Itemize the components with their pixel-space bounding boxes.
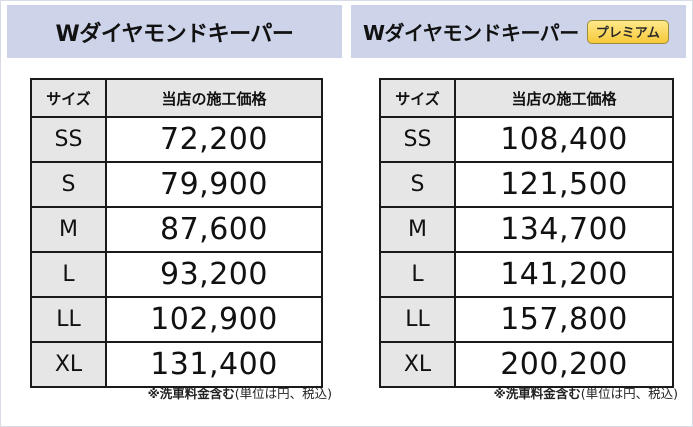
column-header-price: 当店の施工価格 (105, 78, 323, 118)
panel-header: Wダイヤモンドキーパー プレミアム (351, 5, 686, 58)
table-row: XL 131,400 (30, 341, 323, 388)
size-cell: M (379, 206, 456, 253)
price-cell: 131,400 (105, 341, 323, 388)
price-cell: 108,400 (454, 116, 674, 163)
price-cell: 93,200 (105, 251, 323, 298)
size-cell: L (379, 251, 456, 298)
table-row: S 121,500 (379, 161, 674, 208)
price-cell: 134,700 (454, 206, 674, 253)
table-row: SS 72,200 (30, 116, 323, 163)
table-row: SS 108,400 (379, 116, 674, 163)
note-text: (単位は円、税込) (234, 386, 332, 401)
price-note: ※洗車料金含む(単位は円、税込) (494, 383, 678, 402)
size-cell: XL (30, 341, 107, 388)
note-emphasis: ※洗車料金含む (493, 386, 581, 401)
note-text: (単位は円、税込) (580, 386, 678, 401)
price-note: ※洗車料金含む(単位は円、税込) (148, 383, 332, 402)
size-cell: XL (379, 341, 456, 388)
price-cell: 79,900 (105, 161, 323, 208)
price-cell: 87,600 (105, 206, 323, 253)
table-row: LL 102,900 (30, 296, 323, 343)
price-table: サイズ 当店の施工価格 SS 72,200 S 79,900 M 87,600 … (30, 78, 323, 388)
note-emphasis: ※洗車料金含む (147, 386, 235, 401)
price-cell: 121,500 (454, 161, 674, 208)
price-cell: 72,200 (105, 116, 323, 163)
table-row: LL 157,800 (379, 296, 674, 343)
column-header-price: 当店の施工価格 (454, 78, 674, 118)
premium-badge: プレミアム (586, 19, 669, 44)
size-cell: M (30, 206, 107, 253)
size-cell: LL (379, 296, 456, 343)
price-cell: 157,800 (454, 296, 674, 343)
table-header-row: サイズ 当店の施工価格 (379, 78, 674, 118)
size-cell: SS (30, 116, 107, 163)
size-cell: S (30, 161, 107, 208)
column-header-size: サイズ (30, 78, 107, 118)
size-cell: LL (30, 296, 107, 343)
table-row: S 79,900 (30, 161, 323, 208)
price-cell: 200,200 (454, 341, 674, 388)
table-row: L 93,200 (30, 251, 323, 298)
price-panel-premium: Wダイヤモンドキーパー プレミアム サイズ 当店の施工価格 SS 108,400… (351, 5, 686, 421)
panel-header: Wダイヤモンドキーパー (7, 5, 342, 58)
table-row: XL 200,200 (379, 341, 674, 388)
price-table: サイズ 当店の施工価格 SS 108,400 S 121,500 M 134,7… (379, 78, 674, 388)
table-row: L 141,200 (379, 251, 674, 298)
table-row: M 87,600 (30, 206, 323, 253)
panel-title: Wダイヤモンドキーパー (55, 21, 294, 47)
price-panel-standard: Wダイヤモンドキーパー サイズ 当店の施工価格 SS 72,200 S 79,9… (7, 5, 342, 421)
table-header-row: サイズ 当店の施工価格 (30, 78, 323, 118)
column-header-size: サイズ (379, 78, 456, 118)
panel-title: Wダイヤモンドキーパー (363, 21, 579, 45)
size-cell: S (379, 161, 456, 208)
table-row: M 134,700 (379, 206, 674, 253)
size-cell: SS (379, 116, 456, 163)
size-cell: L (30, 251, 107, 298)
price-cell: 102,900 (105, 296, 323, 343)
price-cell: 141,200 (454, 251, 674, 298)
